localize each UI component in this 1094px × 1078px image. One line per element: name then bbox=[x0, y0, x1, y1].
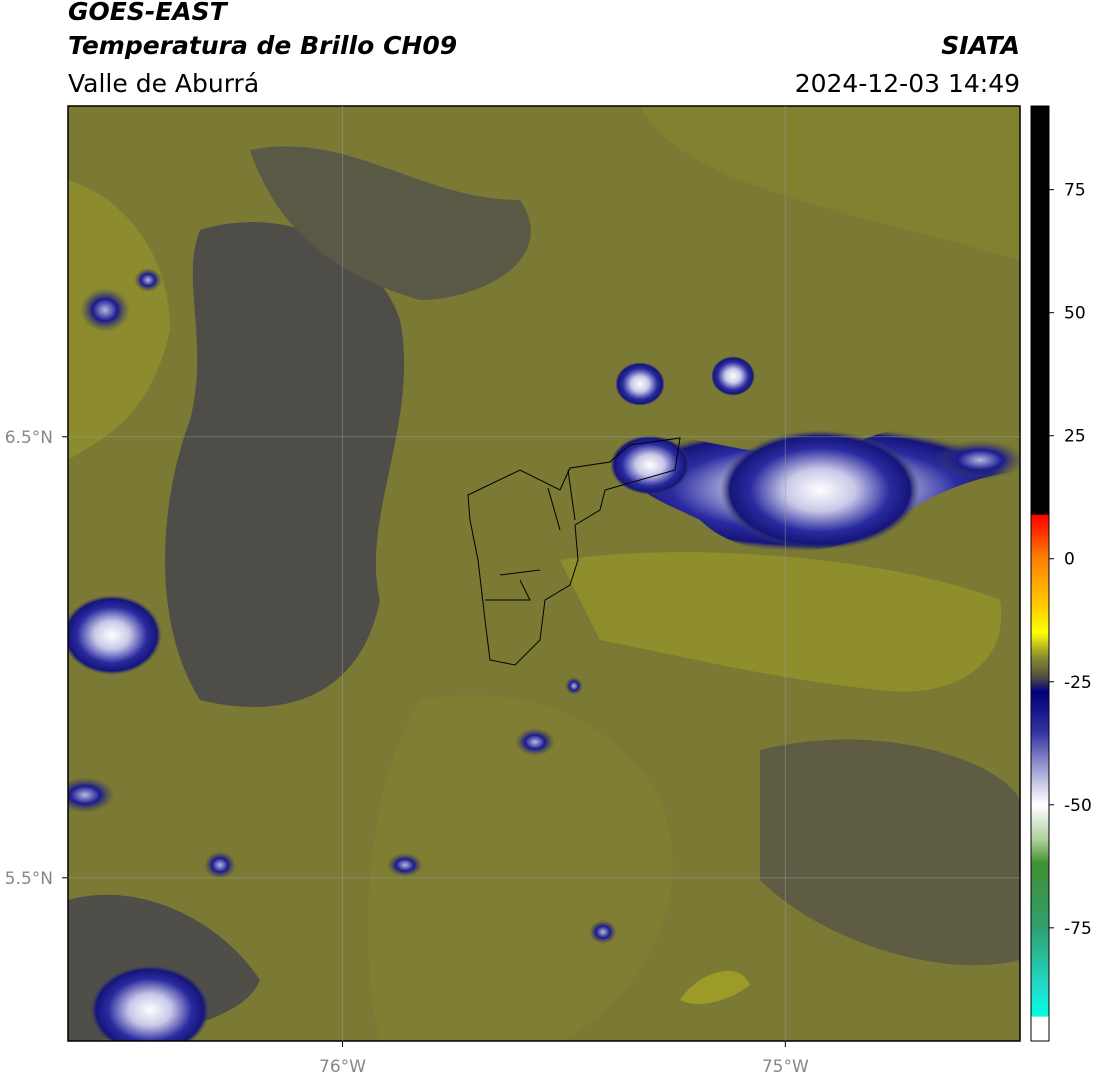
x-tick-label: 76°W bbox=[319, 1057, 366, 1077]
cold-cloud bbox=[68, 777, 115, 813]
colorbar-tick-label: 25 bbox=[1064, 427, 1086, 447]
colorbar bbox=[1030, 105, 1050, 1042]
cold-cloud bbox=[565, 677, 583, 695]
map-area bbox=[640, 106, 1020, 260]
cold-cloud bbox=[610, 435, 690, 495]
cold-cloud bbox=[720, 430, 920, 550]
region: Valle de Aburrá bbox=[68, 69, 259, 98]
map-area bbox=[560, 552, 1002, 692]
colorbar-tick-label: 0 bbox=[1064, 550, 1075, 570]
x-tick-label: 75°W bbox=[762, 1057, 809, 1077]
cold-cloud bbox=[615, 362, 665, 406]
colorbar-tick-label: 75 bbox=[1064, 181, 1086, 201]
colorbar-tick-label: 50 bbox=[1064, 304, 1086, 324]
colorbar-tick-label: -25 bbox=[1064, 673, 1092, 693]
cold-cloud bbox=[515, 728, 555, 756]
colorbar-tick-label: -50 bbox=[1064, 796, 1092, 816]
cold-cloud bbox=[387, 853, 423, 877]
map-area bbox=[250, 146, 531, 300]
source: SIATA bbox=[941, 31, 1020, 60]
cold-cloud bbox=[204, 851, 236, 879]
y-tick-label: 5.5°N bbox=[5, 869, 53, 889]
cold-cloud bbox=[589, 920, 617, 944]
valley-boundary bbox=[467, 437, 681, 666]
cold-cloud bbox=[80, 288, 130, 332]
colorbar-tick-label: -75 bbox=[1064, 919, 1092, 939]
subtitle: Temperatura de Brillo CH09 bbox=[68, 31, 457, 60]
y-tick-label: 6.5°N bbox=[5, 428, 53, 448]
map-area bbox=[680, 970, 750, 1005]
title: GOES-EAST bbox=[68, 0, 229, 26]
map-area bbox=[165, 222, 405, 707]
datetime: 2024-12-03 14:49 bbox=[795, 69, 1020, 98]
cold-cloud bbox=[134, 268, 162, 292]
cold-cloud bbox=[935, 440, 1020, 480]
map-area bbox=[760, 739, 1020, 966]
map-image bbox=[68, 106, 1020, 1041]
map-area bbox=[368, 694, 673, 1041]
map-frame bbox=[67, 105, 1021, 1042]
cold-cloud bbox=[68, 595, 162, 675]
cold-cloud bbox=[90, 965, 210, 1041]
cold-cloud bbox=[711, 356, 755, 396]
